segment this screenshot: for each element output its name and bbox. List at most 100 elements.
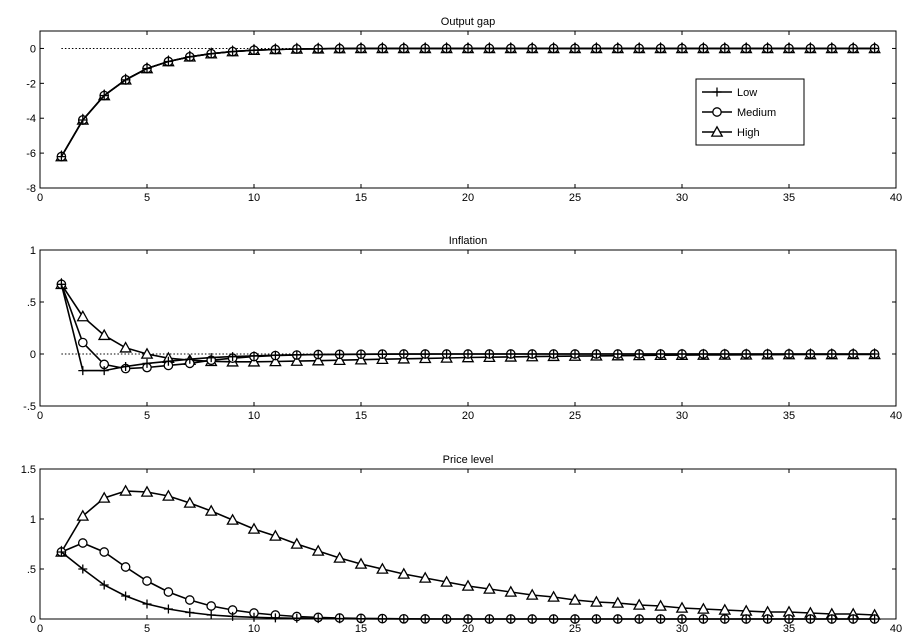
data-point-high (632, 598, 646, 610)
data-point-low (484, 349, 494, 359)
data-point-high (140, 347, 154, 359)
data-point-high (97, 491, 111, 503)
data-point-low (591, 614, 601, 624)
y-tick-label: .5 (27, 564, 36, 576)
data-point-low (613, 43, 623, 53)
data-point-low (292, 613, 302, 623)
data-point-high (418, 571, 432, 583)
data-point-low (549, 349, 559, 359)
data-point-low (206, 353, 216, 363)
data-point-medium (142, 576, 152, 586)
data-point-low (741, 43, 751, 53)
data-point-high (568, 593, 582, 605)
y-tick-label: -2 (26, 78, 36, 90)
data-point-low (442, 614, 452, 624)
data-point-high (611, 596, 625, 608)
data-point-low (698, 43, 708, 53)
data-point-low (442, 43, 452, 53)
data-point-high (354, 353, 368, 365)
data-point-low (335, 44, 345, 54)
data-point-low (78, 564, 88, 574)
data-point-low (356, 43, 366, 53)
data-point-low (848, 614, 858, 624)
data-point-low (741, 349, 751, 359)
data-point-high (269, 529, 282, 541)
data-point-low (313, 44, 323, 54)
data-point-low (313, 350, 323, 360)
x-tick-label: 35 (783, 623, 795, 635)
x-tick-label: 10 (248, 623, 260, 635)
data-point-high (440, 575, 453, 587)
y-tick-label: 1.5 (21, 464, 36, 476)
data-point-high (654, 599, 667, 611)
legend-marker (710, 125, 724, 137)
data-point-low (463, 349, 473, 359)
data-point-high (97, 328, 111, 341)
data-point-low (228, 611, 238, 621)
data-point-high (311, 354, 325, 366)
data-point-high (204, 504, 218, 516)
data-point-low (677, 614, 687, 624)
data-point-high (333, 353, 346, 366)
chart-title: Inflation (449, 235, 488, 247)
data-point-low (484, 43, 494, 53)
data-point-low (399, 43, 409, 53)
data-point-low (549, 43, 559, 53)
data-point-low (442, 349, 452, 359)
data-point-low (570, 614, 580, 624)
data-point-low (163, 356, 173, 366)
legend-label: Low (737, 87, 757, 99)
legend-entry-medium: Medium (702, 107, 776, 119)
data-point-high (162, 489, 175, 501)
legend-entry-low: Low (702, 87, 757, 99)
data-point-medium (184, 595, 195, 605)
data-point-low (249, 45, 259, 55)
data-point-low (420, 43, 430, 53)
legend-marker (712, 87, 722, 97)
data-point-low (121, 361, 131, 371)
data-point-low (463, 614, 473, 624)
data-point-low (399, 349, 409, 359)
data-point-low (185, 354, 195, 364)
data-point-low (634, 43, 644, 53)
data-point-high (311, 544, 325, 556)
data-point-low (185, 608, 195, 617)
x-tick-label: 0 (37, 410, 43, 422)
data-point-low (121, 591, 131, 601)
data-point-high (590, 595, 603, 607)
data-point-low (848, 349, 858, 359)
x-tick-label: 20 (462, 192, 474, 204)
x-tick-label: 0 (37, 623, 43, 635)
y-tick-label: 1 (30, 245, 36, 257)
data-point-low (805, 614, 815, 624)
data-point-high (461, 579, 475, 591)
x-tick-label: 25 (569, 192, 581, 204)
data-point-low (527, 349, 537, 359)
data-point-high (504, 585, 518, 597)
data-point-low (270, 44, 280, 54)
data-point-high (354, 557, 368, 569)
data-point-high (119, 341, 132, 353)
data-point-low (163, 57, 173, 67)
data-point-low (335, 349, 345, 359)
data-point-low (677, 43, 687, 53)
data-point-low (634, 614, 644, 624)
data-point-low (741, 614, 751, 624)
x-tick-label: 35 (783, 410, 795, 422)
data-point-low (506, 614, 516, 624)
data-point-low (249, 612, 259, 622)
data-point-low (249, 351, 259, 361)
data-point-low (870, 349, 880, 359)
data-point-low (656, 349, 666, 359)
x-tick-label: 20 (462, 410, 474, 422)
data-point-low (313, 614, 323, 624)
y-tick-label: 1 (30, 514, 36, 526)
data-point-low (763, 614, 773, 624)
data-point-low (870, 43, 880, 53)
data-point-low (377, 43, 387, 53)
data-point-low (805, 349, 815, 359)
data-point-low (99, 366, 109, 376)
data-point-low (613, 614, 623, 624)
